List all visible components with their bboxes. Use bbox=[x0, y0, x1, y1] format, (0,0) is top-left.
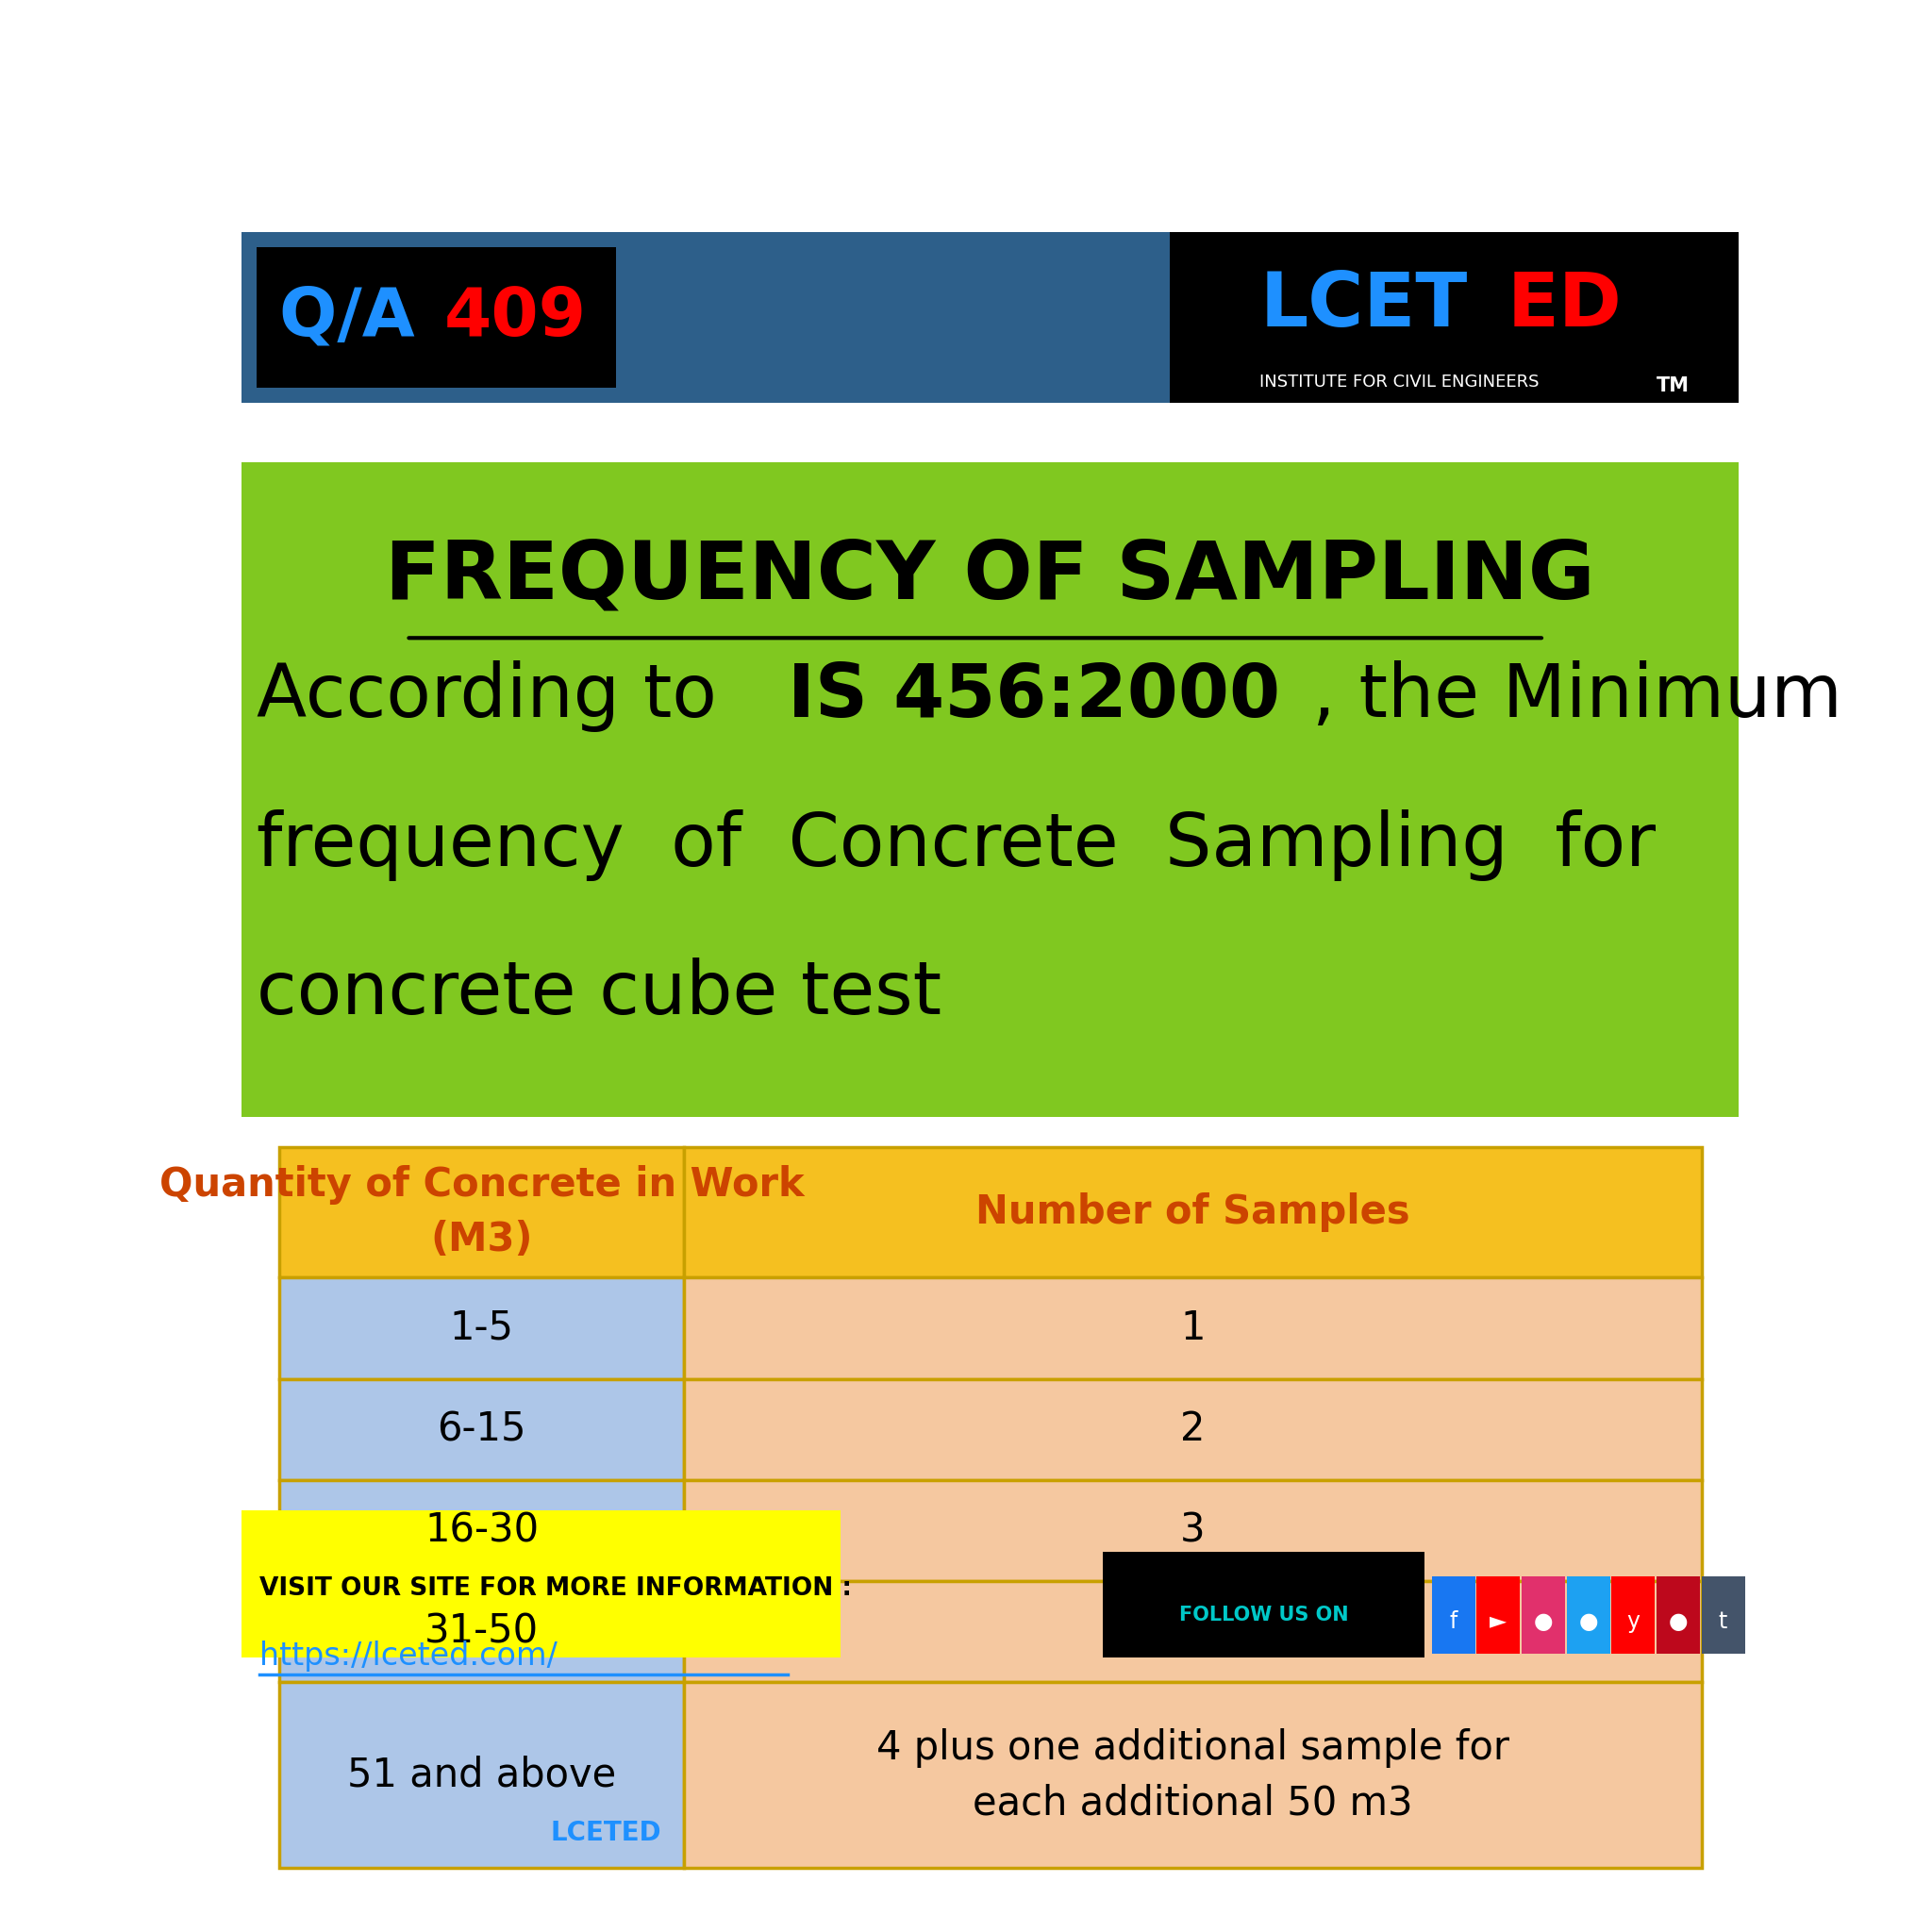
Text: ►: ► bbox=[1490, 1609, 1507, 1633]
Text: LCET: LCET bbox=[1260, 269, 1468, 342]
FancyBboxPatch shape bbox=[1169, 232, 1739, 404]
FancyBboxPatch shape bbox=[242, 1511, 840, 1658]
FancyBboxPatch shape bbox=[684, 1480, 1702, 1580]
FancyBboxPatch shape bbox=[278, 1580, 684, 1683]
FancyBboxPatch shape bbox=[278, 1480, 684, 1580]
FancyBboxPatch shape bbox=[1567, 1577, 1609, 1654]
Text: y: y bbox=[1627, 1609, 1640, 1633]
FancyBboxPatch shape bbox=[278, 1379, 684, 1480]
Text: FOLLOW US ON: FOLLOW US ON bbox=[1179, 1605, 1349, 1625]
Text: 3: 3 bbox=[1180, 1511, 1206, 1549]
Text: FREQUENCY OF SAMPLING: FREQUENCY OF SAMPLING bbox=[384, 537, 1596, 614]
Text: f: f bbox=[1449, 1609, 1457, 1633]
FancyBboxPatch shape bbox=[1432, 1577, 1476, 1654]
FancyBboxPatch shape bbox=[1103, 1551, 1424, 1658]
FancyBboxPatch shape bbox=[1656, 1577, 1700, 1654]
Text: 16-30: 16-30 bbox=[425, 1511, 539, 1549]
Text: 6-15: 6-15 bbox=[437, 1410, 526, 1449]
Text: , the Minimum: , the Minimum bbox=[1312, 661, 1841, 732]
Text: 51 and above: 51 and above bbox=[348, 1756, 616, 1795]
Text: LCETED: LCETED bbox=[551, 1820, 663, 1845]
Text: INSTITUTE FOR CIVIL ENGINEERS: INSTITUTE FOR CIVIL ENGINEERS bbox=[1260, 375, 1540, 390]
FancyBboxPatch shape bbox=[1702, 1577, 1745, 1654]
Text: 1-5: 1-5 bbox=[450, 1308, 514, 1349]
Text: ●: ● bbox=[1578, 1609, 1598, 1633]
Text: 409: 409 bbox=[444, 284, 585, 350]
FancyBboxPatch shape bbox=[684, 1580, 1702, 1683]
Text: TM: TM bbox=[1656, 377, 1689, 396]
FancyBboxPatch shape bbox=[1522, 1577, 1565, 1654]
FancyBboxPatch shape bbox=[684, 1148, 1702, 1277]
Text: ●: ● bbox=[1534, 1609, 1553, 1633]
Text: Number of Samples: Number of Samples bbox=[976, 1192, 1410, 1233]
FancyBboxPatch shape bbox=[278, 1683, 684, 1868]
FancyBboxPatch shape bbox=[278, 1148, 684, 1277]
Text: VISIT OUR SITE FOR MORE INFORMATION :: VISIT OUR SITE FOR MORE INFORMATION : bbox=[259, 1577, 852, 1602]
Text: t: t bbox=[1719, 1609, 1727, 1633]
Text: Quantity of Concrete in Work
(M3): Quantity of Concrete in Work (M3) bbox=[158, 1165, 804, 1260]
Text: concrete cube test: concrete cube test bbox=[257, 958, 941, 1030]
FancyBboxPatch shape bbox=[257, 247, 616, 388]
Text: https://lceted.com/: https://lceted.com/ bbox=[259, 1640, 558, 1671]
FancyBboxPatch shape bbox=[242, 462, 1739, 1117]
FancyBboxPatch shape bbox=[1476, 1577, 1520, 1654]
Text: 4: 4 bbox=[1180, 1611, 1206, 1652]
Text: IS 456:2000: IS 456:2000 bbox=[788, 661, 1281, 732]
FancyBboxPatch shape bbox=[278, 1277, 684, 1379]
FancyBboxPatch shape bbox=[1611, 1577, 1656, 1654]
Text: 2: 2 bbox=[1180, 1410, 1206, 1449]
Text: ●: ● bbox=[1669, 1609, 1689, 1633]
FancyBboxPatch shape bbox=[684, 1277, 1702, 1379]
Text: 4 plus one additional sample for
each additional 50 m3: 4 plus one additional sample for each ad… bbox=[877, 1727, 1509, 1822]
Text: 31-50: 31-50 bbox=[425, 1611, 539, 1652]
Text: According to: According to bbox=[257, 661, 740, 732]
Text: frequency  of  Concrete  Sampling  for: frequency of Concrete Sampling for bbox=[257, 810, 1656, 881]
Text: ED: ED bbox=[1507, 269, 1621, 342]
Text: Q/A: Q/A bbox=[278, 284, 439, 350]
FancyBboxPatch shape bbox=[242, 232, 1739, 404]
FancyBboxPatch shape bbox=[684, 1683, 1702, 1868]
FancyBboxPatch shape bbox=[684, 1379, 1702, 1480]
Text: 1: 1 bbox=[1180, 1308, 1206, 1349]
